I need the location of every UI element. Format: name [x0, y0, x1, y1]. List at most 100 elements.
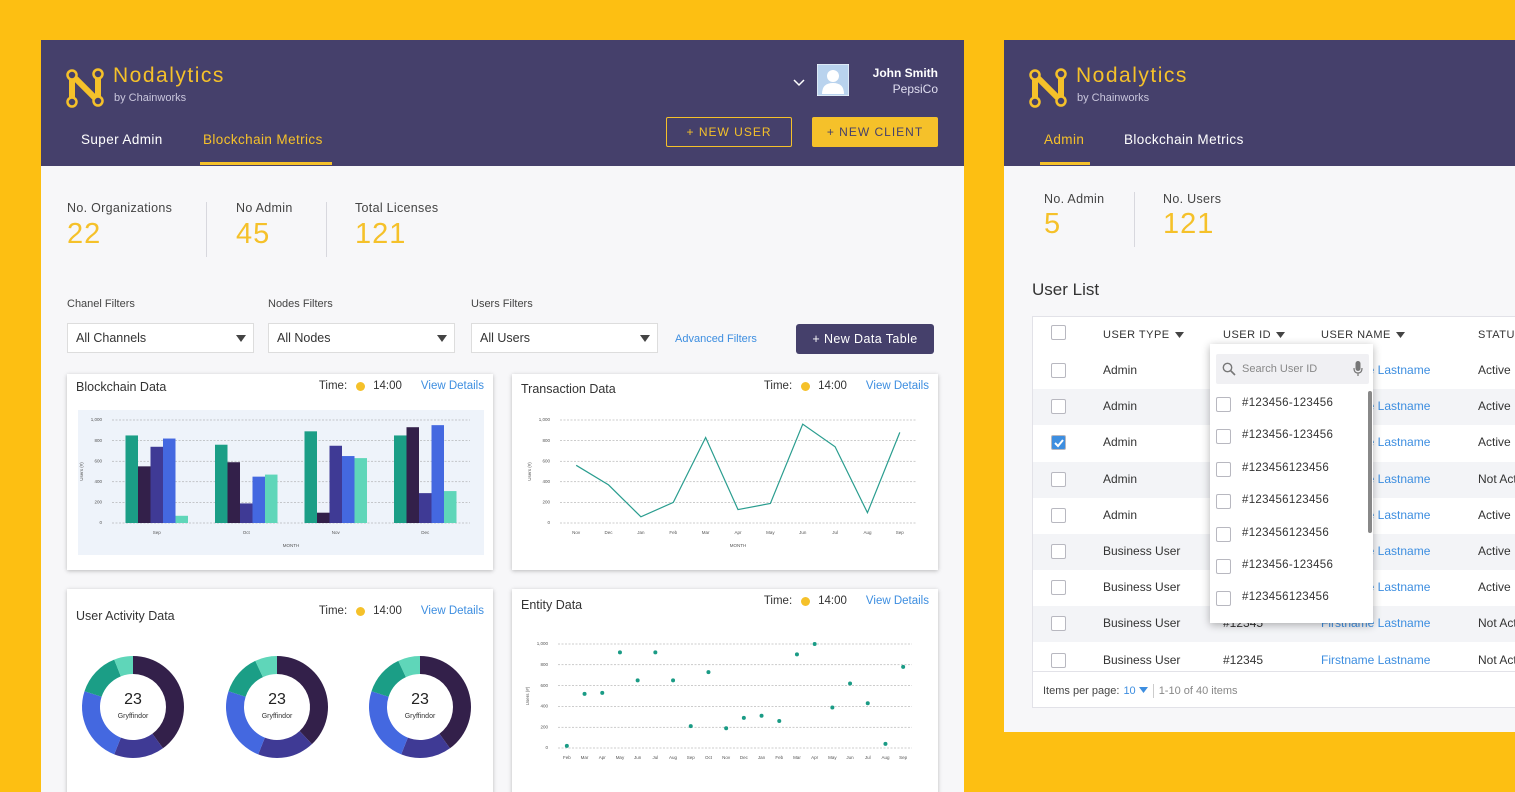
filter-select[interactable]: All Users: [471, 323, 658, 353]
column-header[interactable]: USER NAME: [1321, 329, 1405, 341]
avatar-head: [827, 70, 839, 82]
nav-tab[interactable]: Super Admin: [81, 132, 163, 147]
nav-tab[interactable]: Admin: [1044, 132, 1085, 147]
logo-node: [66, 69, 78, 81]
bar: [354, 458, 367, 523]
user-status: Active: [1478, 399, 1511, 414]
checkbox[interactable]: [1051, 363, 1066, 378]
scatter-point: [653, 650, 658, 655]
new-user-button[interactable]: + NEW USER: [666, 117, 792, 147]
arrow: [1138, 687, 1148, 693]
x-tick-label: May: [766, 530, 775, 535]
dropdown-chevron: [793, 79, 805, 87]
user-table: USER TYPE USER ID USER NAME STATUS Admin #123…: [1032, 316, 1515, 708]
byline: by Chainworks: [114, 92, 187, 104]
scatter-point: [794, 652, 799, 657]
nav-tab[interactable]: Blockchain Metrics: [1124, 132, 1244, 147]
dropdown-checkbox[interactable]: [1216, 461, 1231, 477]
dropdown-item[interactable]: #123456-123456: [1242, 429, 1334, 442]
time-label: Time:: [763, 595, 793, 607]
user-type: Business User: [1103, 580, 1181, 595]
dropdown-checkbox[interactable]: [1216, 559, 1231, 574]
bar: [252, 476, 265, 523]
time-value: 14:00: [373, 380, 402, 392]
dropdown-item[interactable]: #123456123456: [1242, 591, 1330, 604]
scatter-point: [848, 681, 853, 686]
scatter-point: [688, 724, 693, 729]
dropdown-item[interactable]: #123456123456: [1242, 526, 1330, 539]
logo: [66, 68, 104, 108]
nav-tab[interactable]: Blockchain Metrics: [203, 132, 323, 147]
new-data-table-button[interactable]: + New Data Table: [796, 324, 934, 354]
scatter-point: [830, 705, 835, 710]
checkbox[interactable]: [1051, 652, 1066, 668]
x-tick-label: Jul: [865, 755, 871, 760]
new-client-button[interactable]: + NEW CLIENT: [812, 117, 938, 147]
checkbox[interactable]: [1051, 544, 1066, 559]
user-type: Admin: [1103, 399, 1138, 414]
dropdown-item[interactable]: #123456123456: [1242, 461, 1330, 474]
mic-icon: [1353, 361, 1363, 376]
user-type: Admin: [1103, 435, 1138, 450]
view-details-link[interactable]: View Details: [865, 380, 929, 392]
logo-node: [1055, 68, 1067, 80]
column-header[interactable]: STATUS: [1478, 329, 1515, 341]
header: Nodalytics by Chainworks Admin Blockchain M…: [1004, 40, 1515, 166]
donut-segment: [82, 691, 121, 755]
dropdown-checkbox[interactable]: [1216, 526, 1231, 542]
checkbox[interactable]: [1051, 399, 1066, 415]
column-header[interactable]: USER ID: [1223, 329, 1286, 341]
stat-value: 22: [67, 218, 102, 250]
filter-select[interactable]: All Nodes: [268, 323, 455, 353]
avatar: [817, 64, 849, 96]
view-details-link[interactable]: View Details: [865, 595, 929, 607]
view-details-link[interactable]: View Details: [420, 380, 484, 392]
user-status: Not Active: [1478, 471, 1515, 486]
checkbox[interactable]: [1051, 435, 1066, 451]
arrow: [1174, 331, 1184, 338]
items-per-page-value[interactable]: 10: [1123, 684, 1136, 697]
dropdown-checkbox[interactable]: [1216, 591, 1231, 607]
checkbox[interactable]: [1051, 580, 1066, 596]
checkbox[interactable]: [1051, 616, 1066, 632]
column-header[interactable]: USER TYPE: [1103, 329, 1184, 341]
filter-select[interactable]: All Channels: [67, 323, 254, 353]
x-tick-label: Sep: [153, 530, 162, 535]
scatter-point: [671, 678, 676, 683]
dropdown-checkbox[interactable]: [1216, 429, 1231, 445]
stat-label: Total Licenses: [355, 201, 439, 215]
scatter-point: [812, 642, 817, 646]
time-dot: [801, 596, 811, 606]
chart: 0 200 400 600 800 1,000 Users (#) Nov Dec Jan Feb M…: [527, 417, 916, 548]
search-box[interactable]: Search User ID: [1216, 354, 1369, 384]
time-group: Time: 14:00 View Details: [764, 595, 929, 607]
checkbox[interactable]: [1051, 471, 1066, 487]
advanced-filters-link[interactable]: Advanced Filters: [675, 333, 757, 345]
checkbox[interactable]: [1051, 507, 1066, 523]
user-type: Admin: [1103, 507, 1138, 522]
scatter-point: [865, 701, 870, 706]
donut-segment: [255, 656, 277, 678]
x-tick-label: Jun: [846, 755, 854, 760]
user-status: Not Active: [1478, 652, 1515, 667]
user-name[interactable]: Firstname Lastname: [1321, 652, 1431, 667]
time-group: Time: 14:00 View Details: [319, 380, 484, 392]
dropdown-item[interactable]: #123456-123456: [1242, 397, 1334, 409]
right-panel: Nodalytics by Chainworks Admin Blockchain M…: [1004, 40, 1515, 732]
dropdown-item[interactable]: #123456123456: [1242, 494, 1330, 507]
y-tick-label: 800: [542, 438, 550, 443]
items-per-page-label: Items per page:: [1043, 684, 1120, 697]
view-details-link[interactable]: View Details: [420, 605, 484, 617]
time-dot: [801, 381, 811, 391]
stat-value: 121: [1163, 208, 1215, 240]
column-header-text: USER NAME: [1321, 329, 1391, 341]
select-all-checkbox[interactable]: [1051, 325, 1066, 340]
dropdown-checkbox[interactable]: [1216, 397, 1231, 412]
x-tick-label: Jan: [637, 530, 645, 535]
time-value: 14:00: [818, 380, 847, 392]
dropdown-item[interactable]: #123456-123456: [1242, 559, 1334, 571]
search-placeholder: Search User ID: [1242, 363, 1318, 375]
column-header-text: STATUS: [1478, 329, 1515, 341]
chart-title: Transaction Data: [521, 382, 616, 396]
dropdown-checkbox[interactable]: [1216, 494, 1231, 510]
